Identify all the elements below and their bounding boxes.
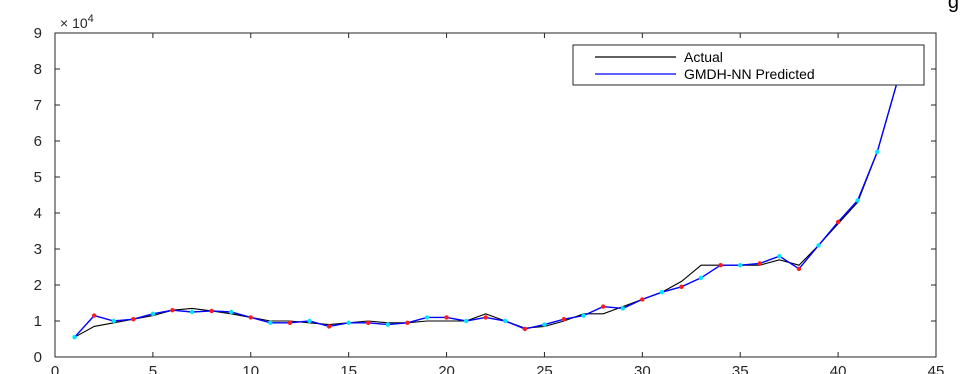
data-point [229,309,234,315]
x-tick-label: 10 [242,363,259,374]
data-point [248,315,253,320]
x-tick-label: 40 [830,363,847,374]
data-point [796,266,802,271]
y-tick-label: 0 [34,349,42,366]
data-point [777,254,782,259]
data-point [307,318,312,324]
data-point [659,290,665,295]
series-line-actual [74,57,917,338]
data-point [542,322,547,327]
series-line-predicted [74,59,917,338]
corner-glyph: g [947,0,959,13]
data-point [738,263,743,268]
data-point [268,320,273,325]
data-point [816,243,821,248]
data-point [503,318,508,324]
data-point [444,315,449,320]
data-point [131,317,136,322]
data-point [718,263,723,268]
data-point [679,284,684,289]
y-tick-label: 7 [34,97,42,114]
data-point [209,308,214,314]
y-tick-label: 6 [34,133,42,150]
x-tick-label: 30 [634,363,651,374]
data-point [189,309,195,315]
data-point [640,297,645,302]
data-point [855,198,860,203]
data-point [463,318,469,324]
data-point [620,306,625,311]
x-tick-label: 20 [438,363,455,374]
y-exponent-label: × 104 [60,13,94,31]
data-point [150,311,156,316]
y-tick-label: 4 [34,205,42,222]
data-point [170,308,175,313]
data-point [875,149,880,154]
legend-entry-label: GMDH-NN Predicted [684,66,815,82]
y-tick-label: 8 [34,61,42,78]
y-tick-label: 3 [34,241,42,258]
data-point [698,275,704,280]
x-tick-label: 0 [51,363,59,374]
data-point [385,322,391,327]
y-exponent: 4 [88,13,94,25]
data-point [561,317,567,322]
data-point [72,335,77,340]
plot-frame [54,32,937,358]
data-point [424,315,430,320]
x-tick-label: 15 [340,363,357,374]
legend-entry-label: Actual [684,49,723,65]
y-multiplier: × 10 [60,15,88,31]
data-point [287,320,293,325]
data-point [757,261,762,266]
y-tick-label: 2 [34,277,42,294]
data-point [111,318,116,324]
data-point [600,304,606,309]
data-point [346,320,351,325]
legend-box [572,44,925,86]
x-tick-label: 35 [732,363,749,374]
x-tick-label: 45 [928,363,945,374]
data-point [405,320,410,325]
series-lines [74,57,917,338]
data-point [483,315,488,320]
data-point [522,326,528,332]
data-point [835,219,841,225]
x-tick-label: 5 [149,363,157,374]
y-tick-label: 5 [34,169,42,186]
data-point [366,320,371,325]
y-tick-label: 1 [34,313,42,330]
data-point [581,313,586,318]
data-point [91,313,97,318]
series-markers [72,57,919,340]
x-tick-label: 25 [536,363,553,374]
data-point [326,324,332,329]
y-tick-label: 9 [34,25,42,42]
